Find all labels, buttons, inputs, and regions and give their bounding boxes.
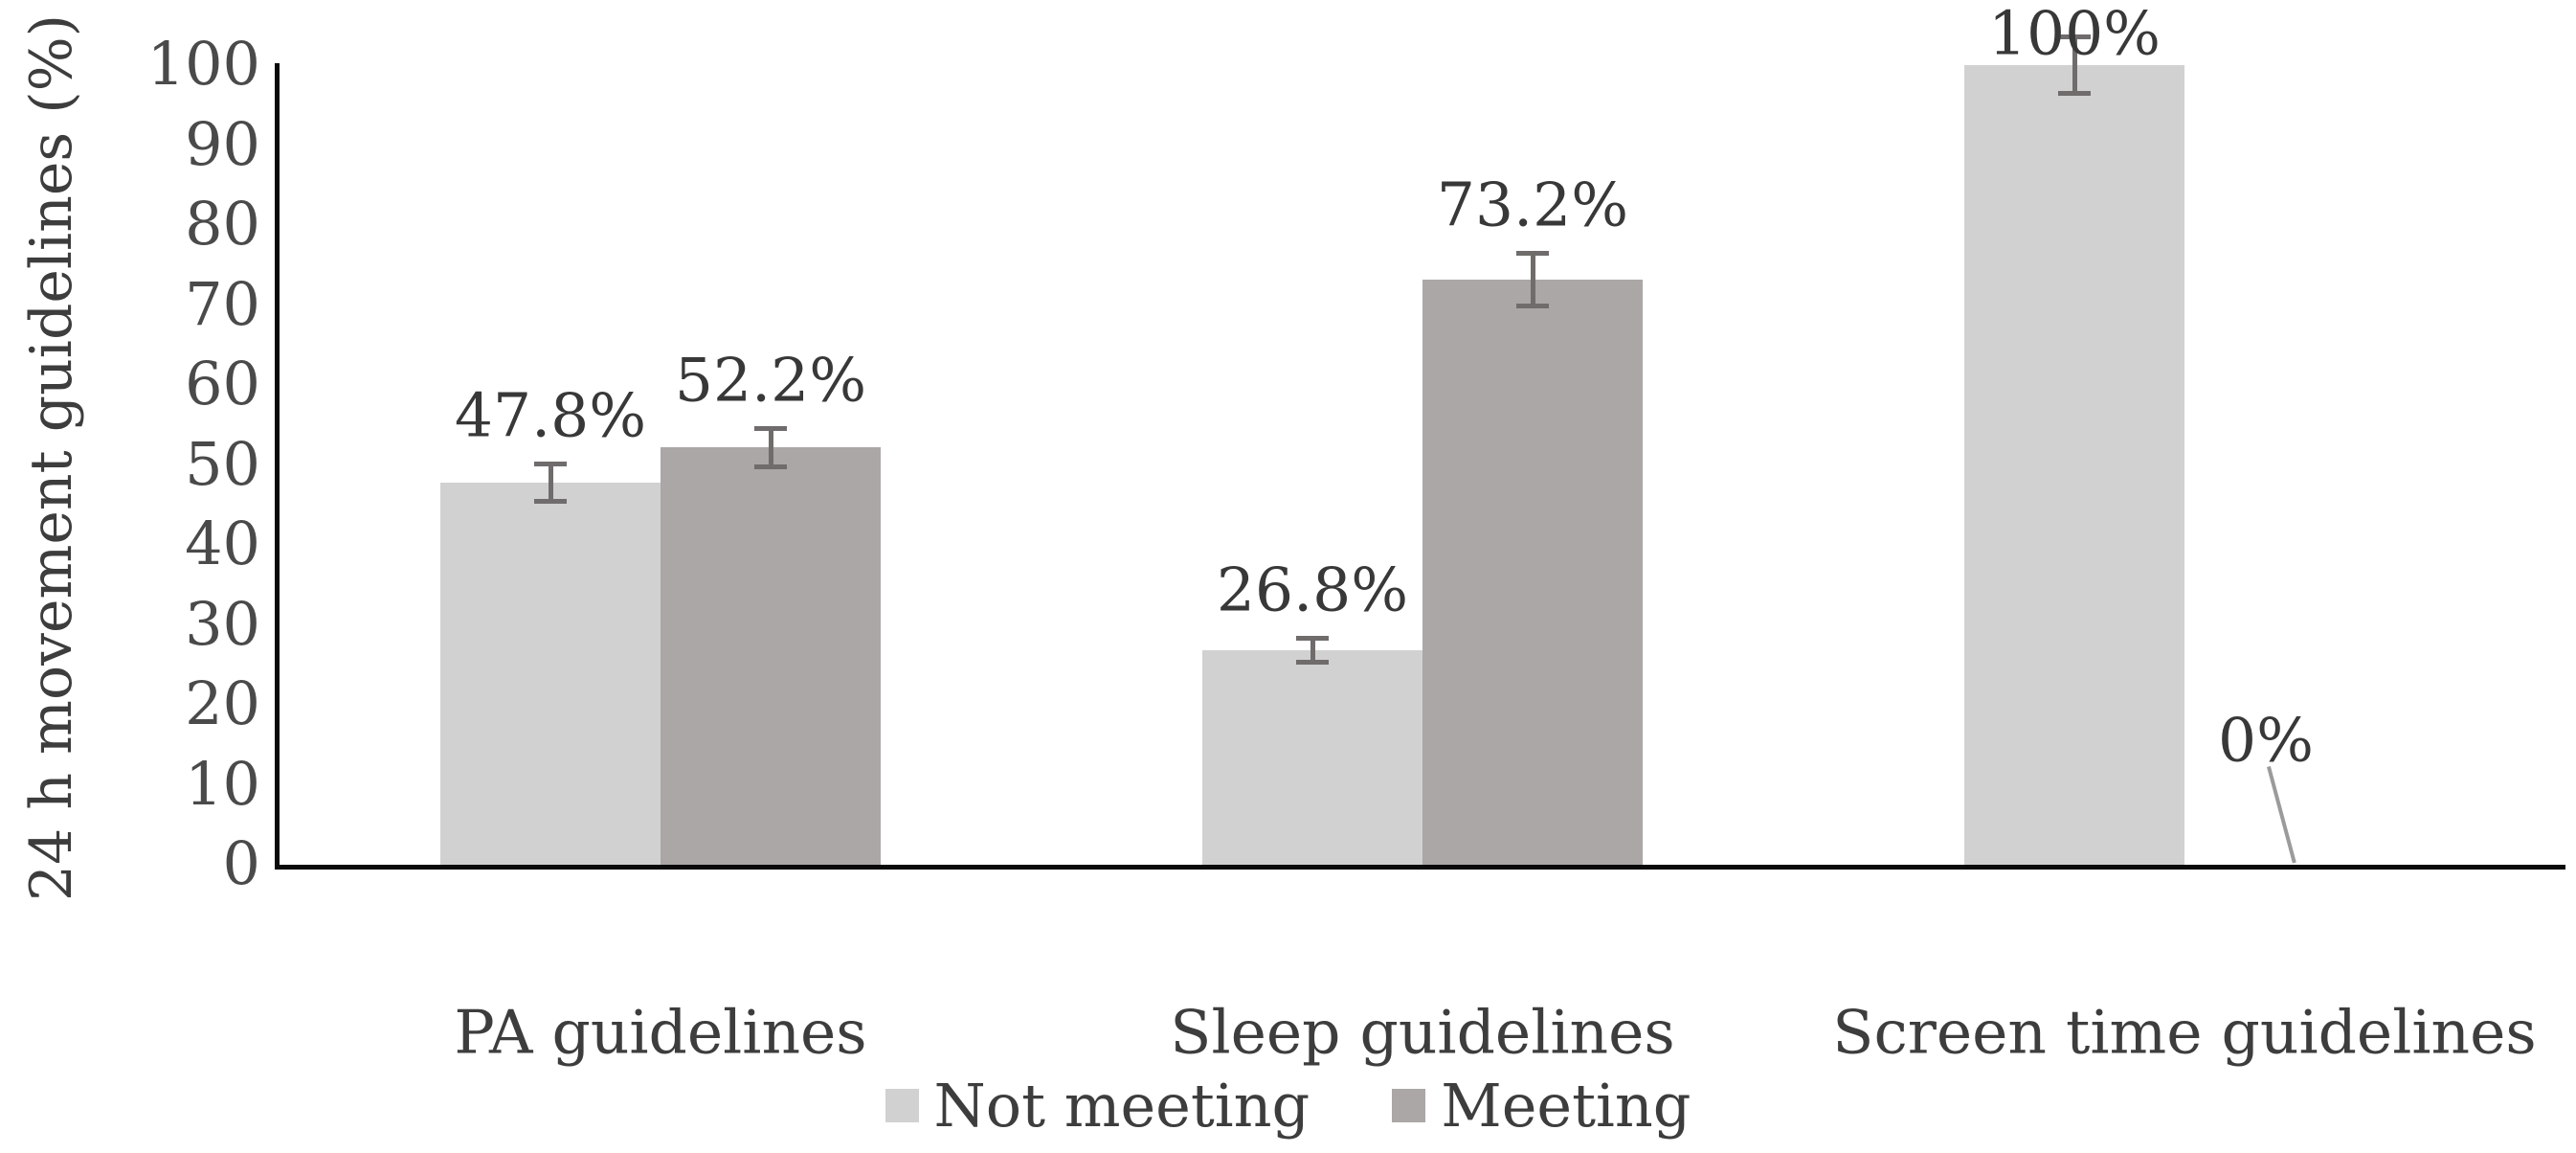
data-label: 100% bbox=[1987, 0, 2162, 69]
bar-not-meeting bbox=[1202, 650, 1422, 865]
error-bar-cap-top bbox=[754, 425, 787, 431]
error-bar-cap-top bbox=[1296, 636, 1329, 642]
bar-not-meeting bbox=[1964, 65, 2184, 865]
legend: Not meeting Meeting bbox=[0, 1071, 2576, 1141]
error-bar-whisker bbox=[1530, 250, 1535, 308]
data-label: 73.2% bbox=[1436, 170, 1629, 240]
legend-swatch bbox=[885, 1089, 919, 1122]
y-tick-label: 100 bbox=[146, 29, 260, 100]
error-bar-whisker bbox=[768, 425, 773, 469]
error-bar-cap-bottom bbox=[534, 498, 567, 504]
legend-item: Not meeting bbox=[885, 1071, 1310, 1141]
y-tick-label: 80 bbox=[185, 189, 260, 260]
legend-item: Meeting bbox=[1392, 1071, 1691, 1141]
data-label: 47.8% bbox=[454, 380, 647, 451]
error-bar bbox=[1296, 636, 1329, 666]
error-bar-whisker bbox=[2072, 34, 2077, 96]
error-bar-cap-bottom bbox=[2058, 90, 2091, 96]
error-bar-whisker bbox=[548, 462, 553, 504]
error-bar bbox=[1516, 250, 1549, 308]
y-tick-label: 70 bbox=[185, 268, 260, 339]
y-tick-label: 10 bbox=[185, 748, 260, 819]
category-label: Screen time guidelines bbox=[1832, 997, 2537, 1068]
y-tick-label: 20 bbox=[185, 668, 260, 739]
y-tick-label: 0 bbox=[222, 828, 260, 899]
bar-not-meeting bbox=[440, 482, 661, 865]
data-label: 0% bbox=[2218, 705, 2314, 776]
category-label: PA guidelines bbox=[454, 997, 867, 1068]
y-axis-tick-labels: 0 10 20 30 40 50 60 70 80 90 100 bbox=[103, 0, 260, 1153]
data-label: 52.2% bbox=[674, 345, 867, 416]
error-bar-cap-bottom bbox=[1516, 303, 1549, 308]
legend-label: Meeting bbox=[1441, 1071, 1691, 1141]
error-bar-cap-top bbox=[1516, 250, 1549, 256]
x-axis-line bbox=[275, 865, 2565, 870]
category-label: Sleep guidelines bbox=[1170, 997, 1675, 1068]
error-bar-cap-top bbox=[534, 462, 567, 467]
bar-meeting bbox=[661, 447, 881, 865]
error-bar-cap-top bbox=[2058, 34, 2091, 40]
data-label: 26.8% bbox=[1216, 554, 1409, 625]
error-bar-cap-bottom bbox=[1296, 660, 1329, 666]
legend-swatch bbox=[1392, 1089, 1426, 1122]
error-bar-whisker bbox=[1310, 636, 1315, 666]
legend-label: Not meeting bbox=[933, 1071, 1310, 1141]
error-bar bbox=[2058, 34, 2091, 96]
y-tick-label: 50 bbox=[185, 428, 260, 499]
error-bar-cap-bottom bbox=[754, 463, 787, 469]
error-bar bbox=[754, 425, 787, 469]
y-axis-line bbox=[275, 63, 280, 870]
y-tick-label: 90 bbox=[185, 108, 260, 179]
y-tick-label: 40 bbox=[185, 509, 260, 579]
y-tick-label: 60 bbox=[185, 349, 260, 419]
bar-meeting bbox=[1422, 279, 1643, 865]
y-tick-label: 30 bbox=[185, 588, 260, 659]
error-bar bbox=[534, 462, 567, 504]
